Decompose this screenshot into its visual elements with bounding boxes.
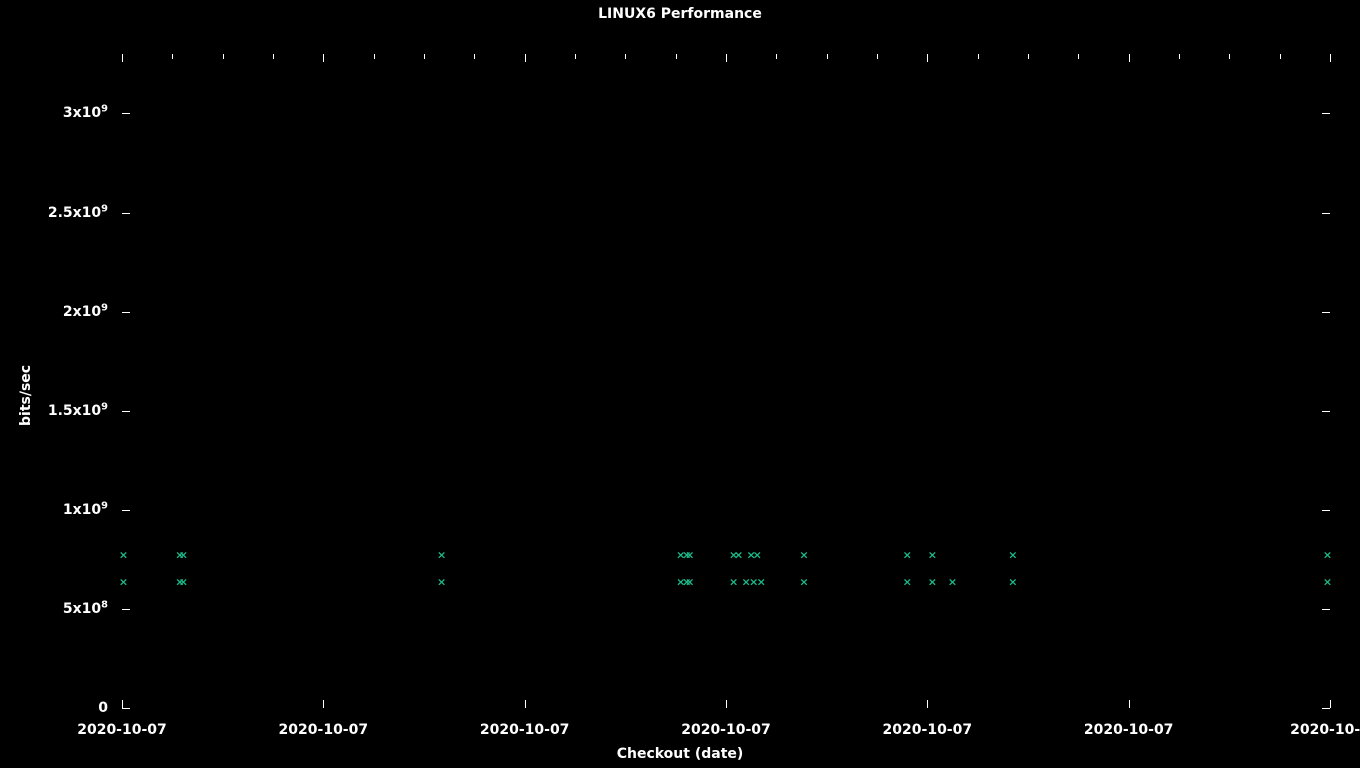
data-point: × [799, 577, 808, 588]
x-tick [474, 54, 475, 59]
data-point: × [179, 550, 188, 561]
x-tick [122, 54, 123, 62]
y-tick [122, 113, 130, 114]
x-tick [726, 54, 727, 62]
x-tick [776, 54, 777, 59]
x-tick [323, 54, 324, 62]
y-tick-right [1322, 312, 1330, 313]
data-point: × [1323, 550, 1332, 561]
x-tick [1280, 54, 1281, 59]
x-tick [1078, 54, 1079, 59]
x-tick-bottom [1129, 700, 1130, 708]
data-point: × [119, 577, 128, 588]
data-point: × [799, 550, 808, 561]
x-tick [575, 54, 576, 59]
y-tick [122, 312, 130, 313]
x-tick [1330, 54, 1331, 62]
x-tick-label: 2020-10-07 [480, 722, 570, 738]
y-tick-label: 1x109 [63, 502, 108, 518]
data-point: × [1008, 577, 1017, 588]
y-tick-label: 2x109 [63, 304, 108, 320]
x-tick [1028, 54, 1029, 59]
data-point: × [753, 550, 762, 561]
chart-title: LINUX6 Performance [0, 6, 1360, 22]
x-tick-label: 2020-10-07 [77, 722, 167, 738]
x-tick-label: 2020-10-07 [883, 722, 973, 738]
x-tick-label: 2020-10-07 [681, 722, 771, 738]
x-tick-bottom [122, 700, 123, 708]
x-tick [273, 54, 274, 59]
x-tick [424, 54, 425, 59]
x-tick [625, 54, 626, 59]
x-tick-bottom [1330, 700, 1331, 708]
y-tick-label: 1.5x109 [48, 403, 108, 419]
y-tick-label: 5x108 [63, 601, 108, 617]
y-tick-right [1322, 708, 1330, 709]
x-tick [1129, 54, 1130, 62]
data-point: × [437, 577, 446, 588]
chart-stage: LINUX6 Performance bits/sec Checkout (da… [0, 0, 1360, 768]
x-tick-label: 2020-10-07 [1084, 722, 1174, 738]
y-tick-label: 0 [98, 700, 108, 716]
y-tick-label: 2.5x109 [48, 205, 108, 221]
x-tick [827, 54, 828, 59]
x-tick [978, 54, 979, 59]
y-axis-label: bits/sec [18, 364, 34, 425]
data-point: × [928, 550, 937, 561]
data-point: × [928, 577, 937, 588]
y-tick-right [1322, 411, 1330, 412]
x-tick-bottom [323, 700, 324, 708]
x-tick [374, 54, 375, 59]
data-point: × [757, 577, 766, 588]
x-tick-bottom [927, 700, 928, 708]
y-tick-right [1322, 113, 1330, 114]
x-tick-label: 2020-10-0 [1290, 722, 1360, 738]
x-tick [927, 54, 928, 62]
data-point: × [437, 550, 446, 561]
x-tick [525, 54, 526, 62]
data-point: × [1008, 550, 1017, 561]
x-tick-bottom [726, 700, 727, 708]
data-point: × [948, 577, 957, 588]
x-axis-label: Checkout (date) [0, 746, 1360, 762]
data-point: × [685, 550, 694, 561]
y-tick-right [1322, 609, 1330, 610]
y-tick-right [1322, 213, 1330, 214]
data-point: × [903, 577, 912, 588]
x-tick [1229, 54, 1230, 59]
x-tick [1179, 54, 1180, 59]
y-tick-right [1322, 510, 1330, 511]
x-tick [877, 54, 878, 59]
data-point: × [1323, 577, 1332, 588]
x-tick [676, 54, 677, 59]
y-tick [122, 411, 130, 412]
data-point: × [119, 550, 128, 561]
x-tick [172, 54, 173, 59]
plot-area [122, 54, 1330, 708]
y-tick [122, 510, 130, 511]
y-tick-label: 3x109 [63, 105, 108, 121]
data-point: × [729, 577, 738, 588]
x-tick-label: 2020-10-07 [279, 722, 369, 738]
data-point: × [734, 550, 743, 561]
x-tick-bottom [525, 700, 526, 708]
data-point: × [179, 577, 188, 588]
y-tick [122, 609, 130, 610]
data-point: × [903, 550, 912, 561]
y-tick [122, 213, 130, 214]
data-point: × [685, 577, 694, 588]
x-tick [223, 54, 224, 59]
y-tick [122, 708, 130, 709]
